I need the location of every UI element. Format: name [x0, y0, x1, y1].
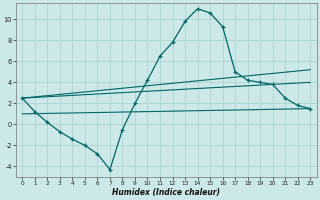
X-axis label: Humidex (Indice chaleur): Humidex (Indice chaleur): [112, 188, 220, 197]
